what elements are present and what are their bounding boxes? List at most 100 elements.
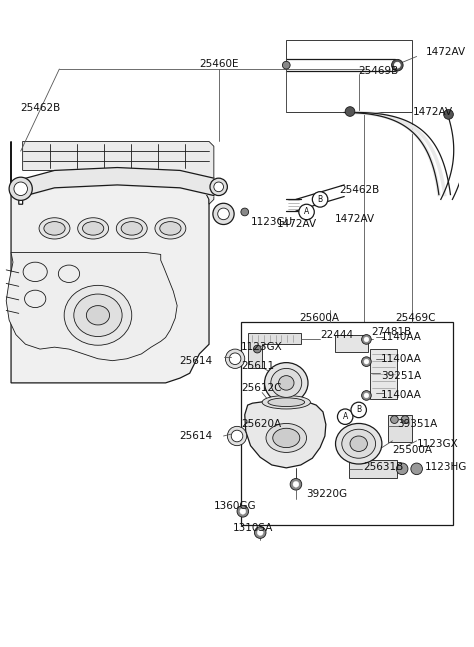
Ellipse shape: [264, 362, 308, 403]
Ellipse shape: [121, 222, 142, 235]
Circle shape: [362, 334, 371, 344]
Circle shape: [362, 391, 371, 400]
Ellipse shape: [336, 423, 382, 464]
Ellipse shape: [39, 218, 70, 239]
Text: 1472AV: 1472AV: [277, 219, 317, 228]
Text: 1123HG: 1123HG: [424, 462, 467, 472]
Text: 25620A: 25620A: [241, 419, 281, 430]
Text: 22444: 22444: [320, 329, 353, 340]
Circle shape: [290, 479, 302, 490]
Ellipse shape: [116, 218, 147, 239]
Circle shape: [254, 345, 261, 353]
Circle shape: [241, 208, 249, 216]
Bar: [349, 460, 397, 477]
Text: A: A: [343, 412, 348, 421]
Circle shape: [392, 60, 403, 71]
Ellipse shape: [262, 395, 310, 409]
Ellipse shape: [350, 436, 367, 452]
Circle shape: [299, 204, 314, 220]
Bar: [370, 349, 397, 399]
Text: 25611: 25611: [241, 362, 274, 371]
Circle shape: [218, 208, 229, 220]
Text: 1123GX: 1123GX: [241, 342, 283, 352]
Bar: [241, 322, 453, 525]
Circle shape: [337, 409, 353, 424]
Circle shape: [14, 182, 27, 195]
Text: B: B: [356, 406, 361, 415]
Ellipse shape: [155, 218, 186, 239]
Text: 1472AV: 1472AV: [335, 214, 374, 224]
Ellipse shape: [160, 222, 181, 235]
Text: 39251A: 39251A: [381, 371, 421, 381]
Text: 1123GX: 1123GX: [417, 439, 458, 449]
Text: 25614: 25614: [179, 356, 212, 366]
Ellipse shape: [279, 376, 294, 390]
Circle shape: [237, 505, 249, 517]
Polygon shape: [23, 142, 214, 204]
Text: 25462B: 25462B: [339, 185, 380, 195]
Circle shape: [444, 109, 453, 119]
Circle shape: [213, 203, 234, 225]
Text: 1140AA: 1140AA: [381, 354, 422, 364]
Text: 25460E: 25460E: [199, 60, 238, 69]
Ellipse shape: [271, 368, 302, 397]
Circle shape: [394, 62, 400, 68]
Circle shape: [364, 337, 369, 342]
Text: 25614: 25614: [179, 431, 212, 441]
Circle shape: [364, 359, 369, 364]
Ellipse shape: [228, 426, 246, 446]
Ellipse shape: [268, 398, 305, 406]
Text: 25469B: 25469B: [359, 66, 399, 76]
Polygon shape: [247, 333, 301, 368]
Circle shape: [391, 416, 398, 423]
Text: 1123GU: 1123GU: [251, 217, 292, 226]
Circle shape: [411, 463, 422, 475]
Circle shape: [9, 177, 32, 201]
Ellipse shape: [44, 222, 65, 235]
Circle shape: [255, 527, 266, 538]
Ellipse shape: [229, 353, 241, 364]
Text: 25631B: 25631B: [364, 462, 404, 472]
Text: 1140AA: 1140AA: [381, 390, 422, 400]
Text: 1140AA: 1140AA: [381, 331, 422, 342]
Text: 1472AV: 1472AV: [413, 107, 453, 118]
Text: 39220G: 39220G: [307, 489, 348, 499]
Circle shape: [257, 530, 263, 536]
Polygon shape: [6, 252, 177, 360]
Bar: [335, 334, 368, 352]
Text: 25600A: 25600A: [299, 313, 339, 324]
Ellipse shape: [273, 428, 300, 448]
Ellipse shape: [342, 429, 375, 458]
Circle shape: [312, 192, 328, 207]
Circle shape: [293, 481, 299, 487]
Text: 39351A: 39351A: [397, 419, 438, 430]
Polygon shape: [11, 142, 209, 383]
Text: B: B: [318, 195, 323, 204]
Ellipse shape: [82, 222, 104, 235]
Circle shape: [362, 356, 371, 366]
Text: 25469C: 25469C: [395, 313, 436, 324]
Text: 1360GG: 1360GG: [214, 501, 256, 510]
Circle shape: [401, 416, 409, 423]
Ellipse shape: [226, 349, 245, 368]
Bar: [388, 415, 412, 442]
Ellipse shape: [78, 218, 109, 239]
Ellipse shape: [266, 423, 307, 452]
Circle shape: [345, 107, 355, 116]
Text: 25462B: 25462B: [21, 103, 61, 113]
Ellipse shape: [74, 294, 122, 336]
Text: 27481B: 27481B: [371, 327, 411, 336]
Polygon shape: [245, 400, 326, 468]
Circle shape: [364, 393, 369, 398]
Text: 1310SA: 1310SA: [233, 523, 273, 532]
Ellipse shape: [64, 285, 132, 345]
Circle shape: [240, 509, 246, 514]
Text: 25612C: 25612C: [241, 383, 282, 393]
Circle shape: [396, 463, 408, 475]
Bar: [286, 40, 412, 113]
Circle shape: [214, 182, 224, 192]
Text: 25500A: 25500A: [392, 446, 432, 455]
Ellipse shape: [231, 430, 243, 442]
Text: A: A: [304, 208, 309, 217]
Text: 1472AV: 1472AV: [426, 47, 466, 57]
